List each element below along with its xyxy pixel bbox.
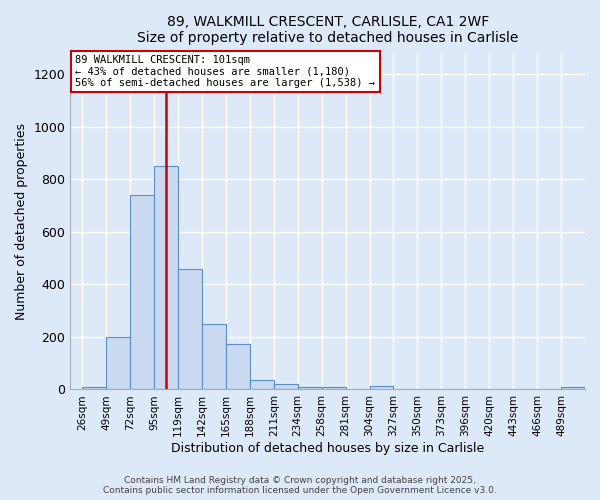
Bar — [322, 387, 346, 390]
Bar — [274, 384, 298, 390]
Title: 89, WALKMILL CRESCENT, CARLISLE, CA1 2WF
Size of property relative to detached h: 89, WALKMILL CRESCENT, CARLISLE, CA1 2WF… — [137, 15, 518, 45]
Bar — [106, 337, 130, 390]
Text: 89 WALKMILL CRESCENT: 101sqm
← 43% of detached houses are smaller (1,180)
56% of: 89 WALKMILL CRESCENT: 101sqm ← 43% of de… — [76, 55, 376, 88]
Bar — [250, 380, 274, 390]
Bar — [154, 166, 178, 390]
Bar — [561, 387, 585, 390]
Bar — [370, 386, 394, 390]
Text: Contains HM Land Registry data © Crown copyright and database right 2025.
Contai: Contains HM Land Registry data © Crown c… — [103, 476, 497, 495]
X-axis label: Distribution of detached houses by size in Carlisle: Distribution of detached houses by size … — [171, 442, 484, 455]
Y-axis label: Number of detached properties: Number of detached properties — [15, 123, 28, 320]
Bar — [298, 387, 322, 390]
Bar — [202, 324, 226, 390]
Bar — [82, 387, 106, 390]
Bar — [178, 268, 202, 390]
Bar — [226, 344, 250, 390]
Bar — [130, 195, 154, 390]
